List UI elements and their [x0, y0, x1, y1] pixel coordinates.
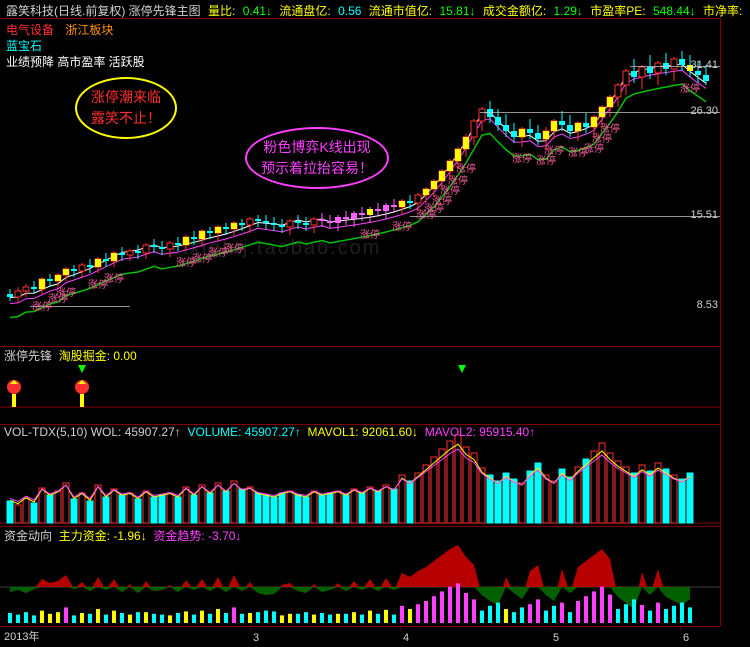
fund-flow-panel[interactable]: 资金动向 主力资金: -1.96↓ 资金趋势: -3.70↓ [0, 526, 720, 626]
right-margin [720, 18, 749, 626]
indicator-1-panel[interactable]: 涨停先锋 淘股掘金: 0.00 [0, 346, 720, 424]
price-chart [0, 19, 720, 347]
main-chart-panel[interactable]: 电气设备 浙江板块 蓝宝石 业绩预降 高市盈率 活跃股 涨停潮来临露笑不止！ 粉… [0, 18, 720, 346]
volume-panel[interactable]: VOL-TDX(5,10) WOL: 45907.27↑ VOLUME: 459… [0, 424, 720, 526]
x-axis: 2013年 3456 [0, 626, 720, 646]
chart-title: 露笑科技(日线.前复权) 涨停先锋主图 [6, 4, 201, 18]
volume-chart [0, 425, 720, 527]
